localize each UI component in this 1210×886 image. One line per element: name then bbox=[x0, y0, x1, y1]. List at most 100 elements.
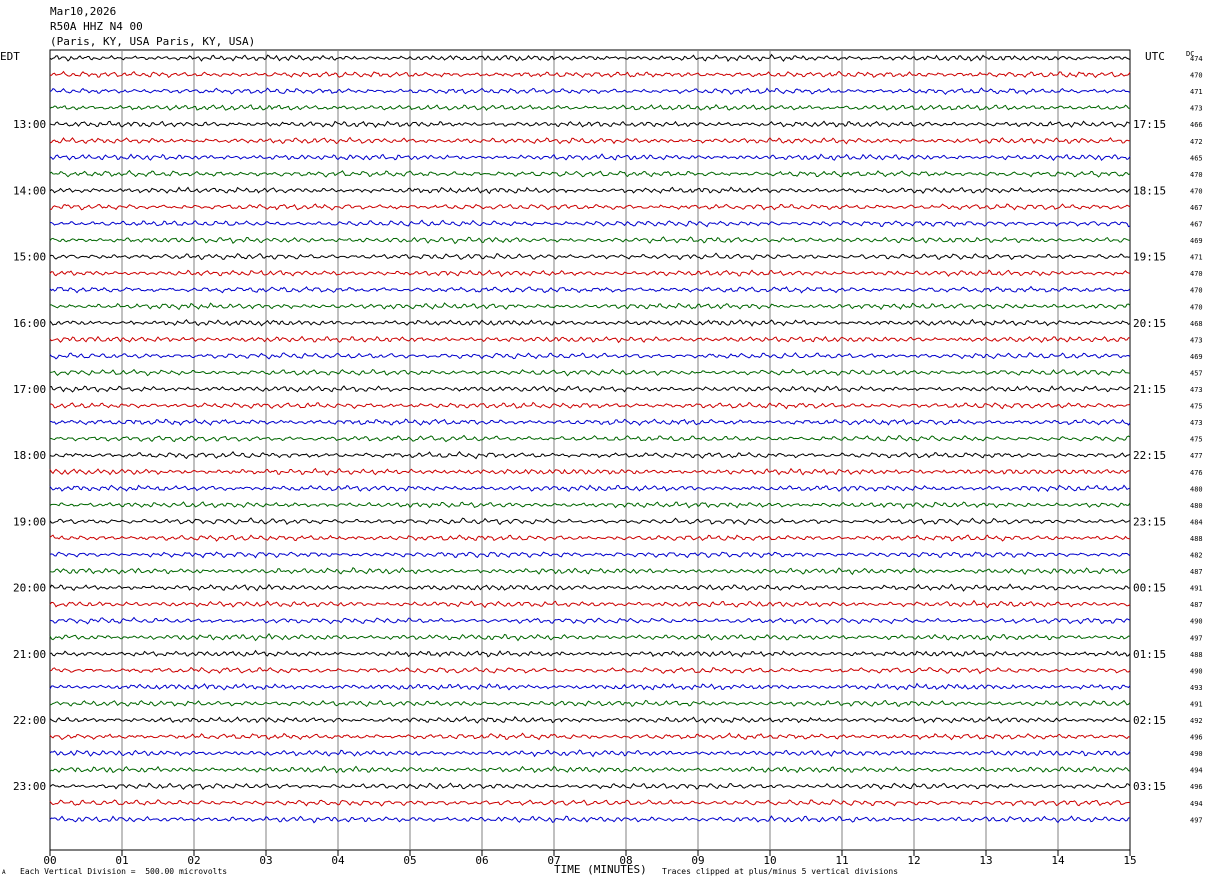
right-hour-label: 19:15 bbox=[1133, 251, 1166, 264]
seismic-trace bbox=[49, 368, 1131, 377]
right-hour-label: 20:15 bbox=[1133, 317, 1166, 330]
left-hour-label: 15:00 bbox=[13, 251, 46, 264]
x-tick-label: 12 bbox=[907, 854, 920, 867]
seismic-trace bbox=[49, 699, 1131, 708]
seismic-trace bbox=[49, 186, 1131, 195]
seismic-trace bbox=[49, 104, 1131, 111]
x-tick-label: 15 bbox=[1123, 854, 1136, 867]
left-timezone-label: EDT bbox=[0, 50, 20, 63]
dc-offset-label: 470 bbox=[1190, 303, 1203, 311]
clip-note: Traces clipped at plus/minus 5 vertical … bbox=[662, 867, 899, 876]
right-hour-label: 00:15 bbox=[1133, 582, 1166, 595]
dc-offset-label: 474 bbox=[1190, 55, 1203, 63]
left-hour-label: 22:00 bbox=[13, 714, 46, 727]
x-tick-label: 07 bbox=[547, 854, 560, 867]
right-hour-label: 17:15 bbox=[1133, 118, 1166, 131]
dc-offset-label: 484 bbox=[1190, 518, 1203, 526]
plot-date: Mar10,2026 bbox=[50, 5, 117, 18]
x-tick-label: 06 bbox=[475, 854, 488, 867]
seismic-trace bbox=[49, 236, 1131, 245]
x-tick-label: 11 bbox=[835, 854, 848, 867]
dc-offset-label: 491 bbox=[1190, 585, 1203, 593]
dc-offset-label: 457 bbox=[1190, 369, 1203, 377]
station-location: (Paris, KY, USA Paris, KY, USA) bbox=[50, 35, 256, 48]
dc-offset-label: 490 bbox=[1190, 618, 1203, 626]
left-hour-label: 16:00 bbox=[13, 317, 46, 330]
seismic-trace bbox=[49, 385, 1131, 393]
dc-offset-label: 476 bbox=[1190, 469, 1203, 477]
x-tick-label: 04 bbox=[331, 854, 345, 867]
axis-labels: EDT UTC DC TIME (MINUTES) 00 01 02 03 04 05 06… bbox=[0, 50, 1203, 876]
seismic-trace bbox=[49, 616, 1131, 625]
dc-offset-label: 494 bbox=[1190, 800, 1203, 808]
seismic-trace bbox=[49, 749, 1131, 758]
scale-note: Each Vertical Division = 500.00 microvol… bbox=[20, 867, 228, 876]
seismic-trace bbox=[49, 401, 1131, 410]
dc-offset-label: 493 bbox=[1190, 684, 1203, 692]
seismic-trace bbox=[49, 567, 1131, 576]
seismic-trace bbox=[49, 418, 1131, 426]
right-hour-label: 18:15 bbox=[1133, 184, 1166, 197]
left-hour-label: 13:00 bbox=[13, 118, 46, 131]
seismic-trace bbox=[49, 633, 1130, 642]
dc-offset-label: 480 bbox=[1190, 485, 1203, 493]
x-tick-label: 03 bbox=[259, 854, 272, 867]
right-hour-label: 22:15 bbox=[1133, 449, 1166, 462]
seismic-trace bbox=[49, 434, 1131, 443]
dc-offset-label: 487 bbox=[1190, 601, 1203, 609]
dc-offset-label: 494 bbox=[1190, 767, 1203, 775]
dc-offset-label: 492 bbox=[1190, 717, 1203, 725]
station-code: R50A HHZ N4 00 bbox=[50, 20, 143, 33]
dc-offset-label: 477 bbox=[1190, 452, 1203, 460]
x-tick-label: 10 bbox=[763, 854, 776, 867]
dc-offset-label: 487 bbox=[1190, 568, 1203, 576]
dc-offset-label: 497 bbox=[1190, 816, 1203, 824]
right-hour-label: 02:15 bbox=[1133, 714, 1166, 727]
x-tick-label: 02 bbox=[187, 854, 200, 867]
seismic-trace bbox=[49, 53, 1131, 63]
dc-offset-label: 471 bbox=[1190, 254, 1203, 262]
dc-offset-label: 473 bbox=[1190, 336, 1203, 344]
seismic-trace bbox=[49, 467, 1131, 476]
minute-grid bbox=[49, 49, 1131, 856]
plot-frame bbox=[49, 49, 1131, 851]
seismic-trace bbox=[49, 269, 1131, 278]
left-hour-label: 17:00 bbox=[13, 383, 46, 396]
dc-offset-label: 496 bbox=[1190, 734, 1203, 742]
x-tick-label: 08 bbox=[619, 854, 632, 867]
seismic-trace bbox=[49, 732, 1131, 741]
seismic-trace bbox=[49, 815, 1131, 824]
seismic-trace bbox=[49, 352, 1131, 360]
seismic-trace bbox=[49, 682, 1131, 691]
dc-offset-label: 488 bbox=[1190, 651, 1203, 659]
dc-offset-label: 469 bbox=[1190, 353, 1203, 361]
seismic-trace bbox=[49, 302, 1131, 311]
left-hour-label: 21:00 bbox=[13, 648, 46, 661]
dc-offset-label: 467 bbox=[1190, 204, 1203, 212]
left-hour-label: 18:00 bbox=[13, 449, 46, 462]
seismic-trace bbox=[49, 517, 1131, 526]
right-hour-label: 01:15 bbox=[1133, 648, 1166, 661]
dc-offset-label: 488 bbox=[1190, 535, 1203, 543]
seismic-trace bbox=[49, 649, 1131, 658]
seismic-trace bbox=[49, 335, 1131, 344]
seismic-trace bbox=[49, 203, 1131, 211]
left-hour-label: 14:00 bbox=[13, 184, 46, 197]
left-hour-label: 20:00 bbox=[13, 582, 46, 595]
x-tick-label: 00 bbox=[43, 854, 56, 867]
seismic-trace bbox=[49, 252, 1131, 261]
seismic-trace bbox=[49, 666, 1131, 675]
seismic-trace bbox=[49, 87, 1131, 96]
seismic-trace bbox=[49, 169, 1131, 178]
seismic-trace bbox=[49, 534, 1131, 542]
dc-offset-label: 472 bbox=[1190, 138, 1203, 146]
dc-header-label: DC bbox=[1186, 50, 1194, 58]
seismic-trace bbox=[49, 153, 1131, 161]
x-tick-label: 01 bbox=[115, 854, 128, 867]
seismic-trace bbox=[49, 70, 1131, 79]
seismic-trace bbox=[49, 219, 1131, 228]
dc-offset-label: 471 bbox=[1190, 88, 1203, 96]
seismic-trace bbox=[49, 551, 1131, 559]
dc-offset-label: 473 bbox=[1190, 105, 1203, 113]
